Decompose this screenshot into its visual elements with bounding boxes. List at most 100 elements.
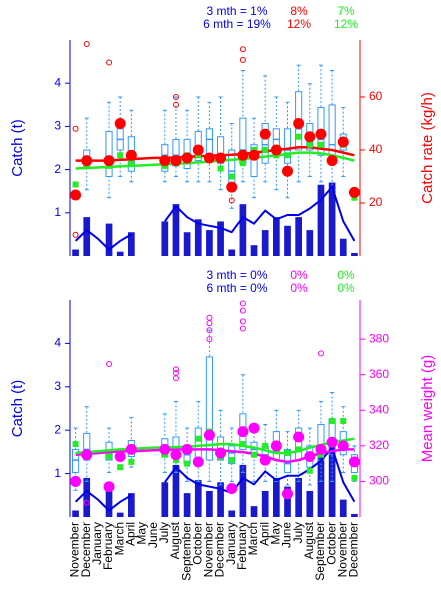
bar: [72, 249, 79, 256]
mean-point: [226, 181, 238, 193]
left-axis-title: Catch (t): [9, 119, 26, 177]
bar: [206, 230, 213, 256]
square-point: [295, 446, 302, 453]
square-point: [306, 467, 313, 474]
x-tick-label: May: [135, 522, 149, 545]
square-point: [228, 457, 235, 464]
outlier: [239, 318, 246, 325]
mean-point: [170, 449, 182, 461]
mean-point: [81, 449, 93, 461]
mean-point: [215, 447, 227, 459]
x-tick-label: December: [213, 522, 227, 577]
bar: [295, 217, 302, 256]
bar: [273, 477, 280, 517]
mean-point: [114, 451, 126, 463]
bar: [284, 225, 291, 256]
catch-line: [74, 445, 356, 512]
mean-point: [293, 117, 305, 129]
outlier: [106, 361, 113, 368]
bar: [250, 245, 258, 256]
square-point: [329, 417, 336, 424]
mean-point: [181, 152, 193, 164]
x-tick-label: December: [79, 522, 93, 577]
box: [228, 445, 236, 465]
outlier: [72, 125, 79, 132]
mean-point: [226, 483, 238, 495]
mean-point: [237, 426, 249, 438]
mean-point: [103, 155, 115, 167]
bar: [228, 249, 236, 256]
box: [194, 427, 202, 459]
y2-tick-label: 340: [369, 402, 389, 416]
smooth-line: [75, 151, 355, 170]
x-tick-label: August: [168, 521, 182, 559]
bar: [239, 464, 247, 517]
bar: [317, 184, 325, 256]
annotation: 0%: [290, 268, 308, 282]
y-tick-label: 2: [54, 422, 61, 436]
box: [205, 128, 213, 156]
mean-point: [125, 149, 137, 161]
outlier: [239, 46, 246, 53]
mean-point: [181, 443, 193, 455]
left-axis-title: Catch (t): [9, 380, 26, 438]
mean-point: [259, 128, 271, 140]
bar: [83, 477, 91, 517]
square-point: [195, 435, 202, 442]
mean-point: [326, 155, 338, 167]
mean-point: [103, 481, 115, 493]
bar: [306, 490, 314, 517]
annotation: 3 mth = 1%: [206, 4, 267, 18]
bar: [172, 464, 180, 517]
mean-point: [192, 144, 204, 156]
square-point: [217, 165, 224, 172]
y-tick-label: 4: [54, 75, 61, 89]
square-point: [72, 441, 79, 448]
catch-line: [74, 184, 356, 251]
bar: [250, 506, 258, 517]
bar: [339, 238, 347, 256]
square-point: [262, 442, 269, 449]
y2-tick-label: 360: [369, 367, 389, 381]
square-point: [340, 417, 347, 424]
x-tick-label: May: [269, 522, 283, 545]
annotation: 0%: [337, 268, 355, 282]
mean-point: [215, 152, 227, 164]
x-tick-label: January: [90, 522, 104, 565]
bar: [217, 221, 224, 256]
y2-tick-label: 20: [369, 195, 383, 209]
x-tick-label: September: [179, 522, 193, 581]
annotation: 0%: [290, 281, 308, 295]
bar: [172, 204, 180, 256]
mean-point: [170, 155, 182, 167]
bar: [105, 223, 113, 256]
outlier: [172, 101, 179, 108]
x-tick-label: July: [291, 522, 305, 543]
y-tick-label: 2: [54, 162, 61, 176]
y2-tick-label: 380: [369, 331, 389, 345]
mean-point: [259, 454, 271, 466]
x-tick-label: November: [335, 522, 349, 577]
mean-point: [326, 436, 338, 448]
y-tick-label: 1: [54, 205, 61, 219]
square-point: [295, 133, 302, 140]
outlier: [83, 40, 90, 47]
bar: [295, 477, 302, 517]
square-point: [306, 141, 313, 148]
square-point: [184, 460, 191, 467]
mean-point: [70, 475, 82, 487]
bar: [339, 499, 347, 517]
right-axis-title: Catch rate (kg/h): [419, 92, 436, 204]
mean-point: [125, 443, 137, 455]
bar: [351, 513, 358, 517]
mean-point: [248, 422, 260, 434]
mean-point: [315, 128, 327, 140]
outlier: [239, 325, 246, 332]
square-point: [284, 152, 291, 159]
square-point: [317, 141, 324, 148]
mean-point: [192, 456, 204, 468]
mean-point: [203, 429, 215, 441]
box: [205, 356, 213, 461]
outlier: [83, 499, 90, 506]
